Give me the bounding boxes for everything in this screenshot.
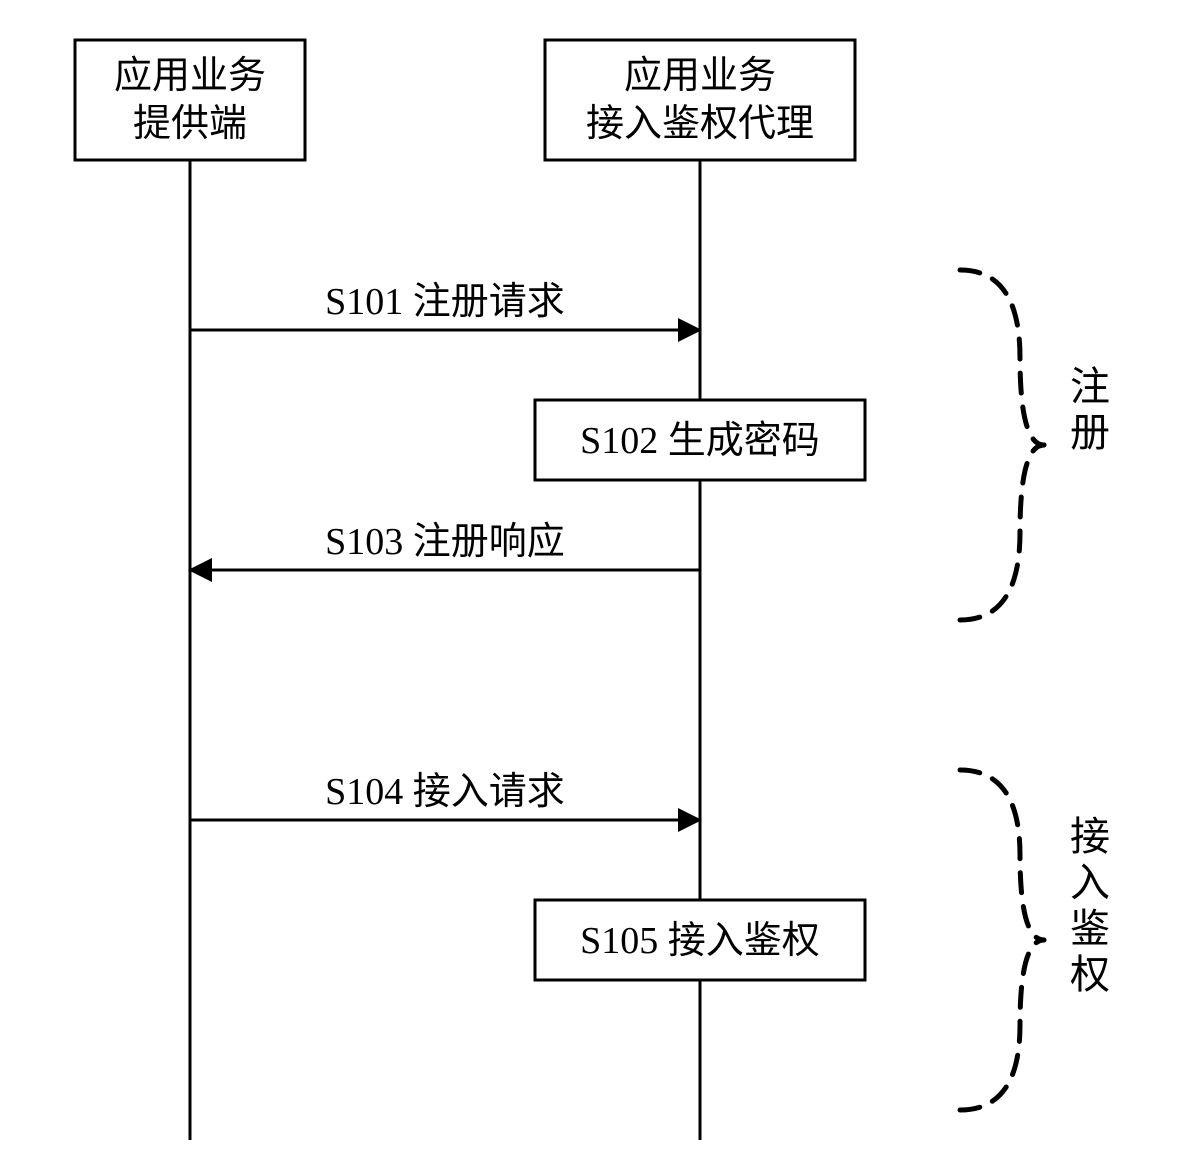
brace-access-label-char-3: 权 [1070, 952, 1110, 997]
message-s104-label: S104 接入请求 [325, 771, 565, 813]
left-label-line1: 应用业务 [114, 55, 266, 97]
activation-s102-label: S102 生成密码 [580, 420, 820, 462]
brace-access-label-char-1: 入 [1070, 860, 1110, 905]
message-s103-label: S103 注册响应 [325, 521, 565, 563]
brace-register-label-char-1: 册 [1070, 410, 1110, 455]
left-label-line2: 提供端 [133, 103, 247, 145]
activation-s105-label: S105 接入鉴权 [580, 920, 820, 962]
right-label-line1: 应用业务 [624, 55, 776, 97]
brace-access-label-char-0: 接 [1070, 814, 1110, 859]
brace-access-label-char-2: 鉴 [1070, 906, 1110, 951]
right-label-line2: 接入鉴权代理 [586, 103, 814, 145]
brace-register-label-char-0: 注 [1070, 364, 1110, 409]
message-s101-label: S101 注册请求 [325, 281, 565, 323]
